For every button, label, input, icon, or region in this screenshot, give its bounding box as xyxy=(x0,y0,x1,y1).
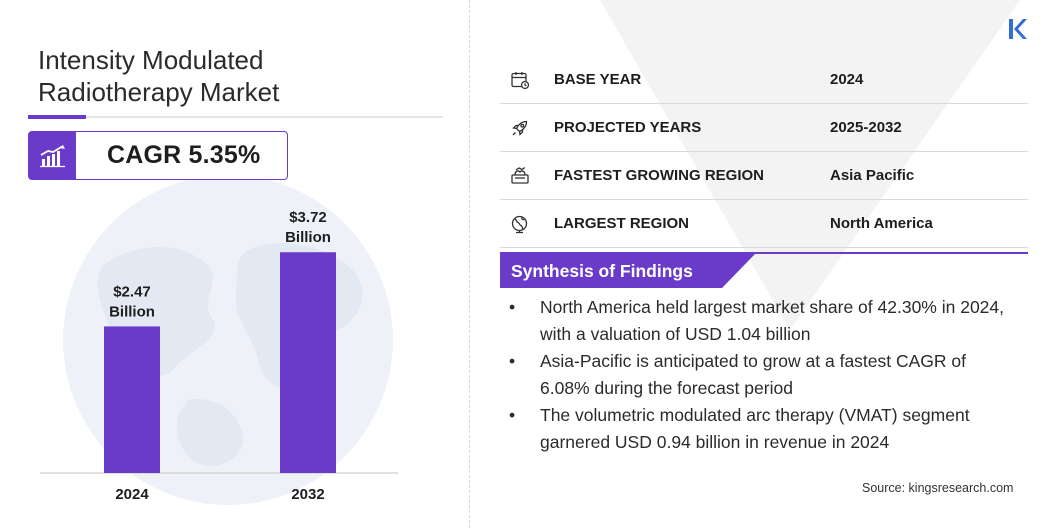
table-row-largest-region: LARGEST REGION North America xyxy=(500,200,1028,248)
table-label: LARGEST REGION xyxy=(554,215,690,232)
table-value: North America xyxy=(830,215,933,232)
background-triangle xyxy=(600,0,1020,330)
table-row-base-year: BASE YEAR 2024 xyxy=(500,56,1028,104)
growth-chart-icon xyxy=(29,132,76,179)
key-facts-table: BASE YEAR 2024 PROJECTED YEARS 2025-2032… xyxy=(500,56,1028,248)
table-row-projected-years: PROJECTED YEARS 2025-2032 xyxy=(500,104,1028,152)
rocket-icon xyxy=(500,118,540,138)
kings-research-logo xyxy=(1009,19,1027,39)
synthesis-heading: Synthesis of Findings xyxy=(511,261,693,281)
market-size-bar-chart: $2.47 Billion 2024 $3.72 Billion 2032 xyxy=(40,209,398,503)
table-value: Asia Pacific xyxy=(830,167,915,184)
x-tick-label: 2024 xyxy=(115,486,149,503)
data-label-2032: $3.72 xyxy=(289,209,327,226)
list-item: • The volumetric modulated arc therapy (V… xyxy=(508,402,1018,456)
bar-2024 xyxy=(104,326,160,473)
finding-text: The volumetric modulated arc therapy (VM… xyxy=(540,405,970,452)
bullet: • xyxy=(509,405,516,425)
finding-text: Asia-Pacific is anticipated to grow at a… xyxy=(540,351,967,398)
synthesis-heading-banner: Synthesis of Findings xyxy=(500,254,755,288)
bullet: • xyxy=(509,351,516,371)
list-item: • Asia-Pacific is anticipated to grow at … xyxy=(508,348,1018,402)
synthesis-rule xyxy=(500,252,1028,254)
table-label: BASE YEAR xyxy=(554,71,642,88)
data-label-2024: Billion xyxy=(109,303,155,320)
x-tick-label: 2032 xyxy=(291,486,324,503)
table-label: FASTEST GROWING REGION xyxy=(554,167,765,184)
page-title: Intensity Modulated Radiotherapy Market xyxy=(38,45,280,107)
table-value: 2025-2032 xyxy=(830,119,902,136)
data-label-2032: Billion xyxy=(285,229,331,246)
table-value: 2024 xyxy=(830,71,864,88)
title-underline-accent xyxy=(28,115,86,119)
globe-icon xyxy=(500,214,540,234)
source-note: Source: kingsresearch.com xyxy=(862,481,1014,495)
finding-text: North America held largest market share … xyxy=(540,297,1004,344)
findings-list: • North America held largest market share… xyxy=(508,294,1018,456)
cagr-badge: CAGR 5.35% xyxy=(28,131,288,180)
calendar-icon xyxy=(500,70,540,90)
panel-divider xyxy=(469,0,470,528)
title-underline xyxy=(28,116,443,118)
bullet: • xyxy=(509,297,516,317)
list-item: • North America held largest market share… xyxy=(508,294,1018,348)
table-label: PROJECTED YEARS xyxy=(554,119,702,136)
cagr-value: CAGR 5.35% xyxy=(107,141,261,169)
bar-2032 xyxy=(280,252,336,473)
growth-region-icon xyxy=(500,166,540,186)
table-row-fastest-growing-region: FASTEST GROWING REGION Asia Pacific xyxy=(500,152,1028,200)
data-label-2024: $2.47 xyxy=(113,283,151,300)
